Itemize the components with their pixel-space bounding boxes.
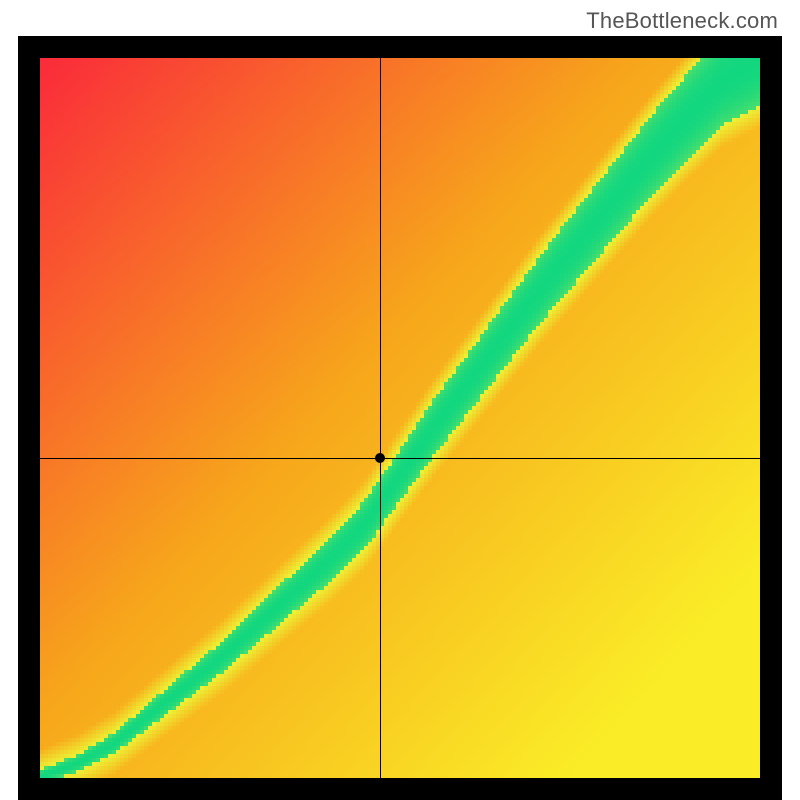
bottleneck-heatmap [40, 58, 760, 778]
chart-frame [18, 36, 782, 800]
watermark-text: TheBottleneck.com [586, 8, 778, 34]
crosshair-horizontal [40, 458, 760, 459]
crosshair-marker [375, 453, 385, 463]
crosshair-vertical [380, 58, 381, 778]
